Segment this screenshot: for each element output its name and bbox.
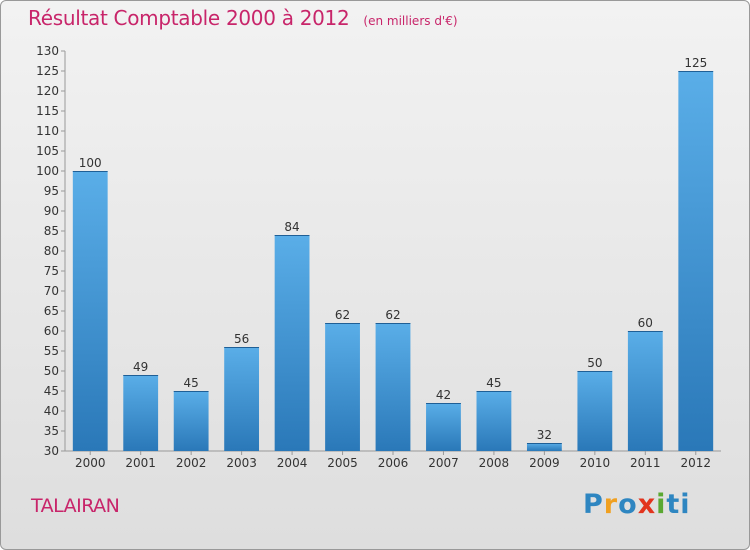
y-tick-label: 105 <box>36 144 59 158</box>
bar-2006 <box>375 323 411 451</box>
value-label: 32 <box>537 428 552 442</box>
x-tick-label: 2002 <box>176 456 207 470</box>
chart-subtitle: (en milliers d'€) <box>363 14 458 28</box>
logo-letter: P <box>583 489 604 520</box>
value-label: 49 <box>133 360 148 374</box>
x-tick-label: 2005 <box>327 456 358 470</box>
y-tick-label: 60 <box>44 324 59 338</box>
bars: 100 49 45 56 84 62 62 42 45 32 50 60 125 <box>72 56 714 451</box>
bar-2011 <box>627 331 663 451</box>
bar-2001 <box>123 375 159 451</box>
x-tick-label: 2008 <box>479 456 510 470</box>
bar-2005 <box>325 323 360 451</box>
value-label: 62 <box>385 308 400 322</box>
x-tick-label: 2010 <box>580 456 611 470</box>
title-row: Résultat Comptable 2000 à 2012 (en milli… <box>28 6 458 30</box>
y-tick-label: 75 <box>44 264 59 278</box>
logo-letter: i <box>656 489 667 520</box>
y-tick-label: 110 <box>36 124 59 138</box>
x-tick-label: 2011 <box>630 456 661 470</box>
y-tick-label: 40 <box>44 404 59 418</box>
x-tick-label: 2000 <box>75 456 106 470</box>
value-label: 56 <box>234 332 249 346</box>
commune-name: TALAIRAN <box>31 495 120 517</box>
y-tick-label: 35 <box>44 424 59 438</box>
value-label: 45 <box>184 376 199 390</box>
logo-letter: ti <box>666 489 691 520</box>
value-label: 62 <box>335 308 350 322</box>
x-tick-label: 2009 <box>529 456 560 470</box>
y-tick-label: 90 <box>44 204 59 218</box>
y-tick-label: 55 <box>44 344 59 358</box>
y-axis: 30 35 40 45 50 55 60 65 70 75 80 85 90 95 100 105 110 115… <box>36 44 66 458</box>
y-tick-label: 80 <box>44 244 59 258</box>
bar-2007 <box>426 403 461 451</box>
value-label: 50 <box>587 356 602 370</box>
x-tick-label: 2007 <box>428 456 459 470</box>
x-tick-label: 2001 <box>125 456 156 470</box>
y-tick-label: 95 <box>44 184 59 198</box>
value-label: 45 <box>486 376 501 390</box>
y-tick-label: 125 <box>36 64 59 78</box>
y-tick-label: 70 <box>44 284 59 298</box>
value-label: 125 <box>684 56 707 70</box>
y-tick-label: 115 <box>36 104 59 118</box>
x-tick-label: 2003 <box>226 456 257 470</box>
logo-letter: r <box>603 489 619 520</box>
bar-2012 <box>678 71 714 451</box>
value-label: 100 <box>79 156 102 170</box>
y-tick-label: 130 <box>36 44 59 58</box>
value-label: 60 <box>638 316 653 330</box>
y-tick-label: 65 <box>44 304 59 318</box>
y-tick-label: 120 <box>36 84 59 98</box>
bar-2003 <box>224 347 260 451</box>
x-tick-label: 2012 <box>680 456 711 470</box>
bar-2000 <box>72 171 108 451</box>
bar-2002 <box>173 391 209 451</box>
x-tick-label: 2006 <box>378 456 409 470</box>
value-label: 84 <box>284 220 299 234</box>
proxiti-logo: Proxiti <box>583 489 691 520</box>
y-tick-label: 85 <box>44 224 59 238</box>
y-tick-label: 45 <box>44 384 59 398</box>
x-tick-label: 2004 <box>277 456 308 470</box>
bar-2004 <box>274 235 310 451</box>
y-tick-label: 100 <box>36 164 59 178</box>
bar-2008 <box>476 391 512 451</box>
chart-title: Résultat Comptable 2000 à 2012 <box>28 6 350 30</box>
logo-letter: x <box>637 489 657 520</box>
value-label: 42 <box>436 388 451 402</box>
y-tick-label: 50 <box>44 364 59 378</box>
bar-2010 <box>577 371 613 451</box>
logo-letter: o <box>618 489 638 520</box>
x-axis: 2000 2001 2002 2003 2004 2005 2006 2007 2008 2009… <box>65 450 721 470</box>
bar-2009 <box>526 443 562 451</box>
y-tick-label: 30 <box>44 444 59 458</box>
